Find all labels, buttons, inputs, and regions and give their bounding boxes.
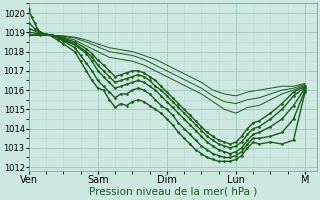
X-axis label: Pression niveau de la mer( hPa ): Pression niveau de la mer( hPa ) (89, 187, 257, 197)
